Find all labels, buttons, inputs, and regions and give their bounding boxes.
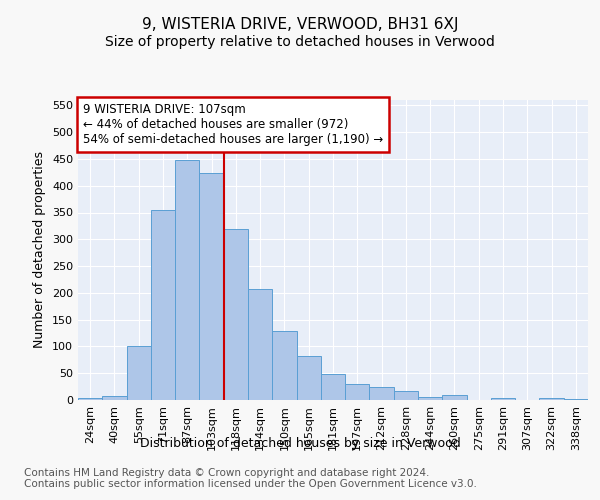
Bar bbox=[491, 398, 515, 400]
Text: 9 WISTERIA DRIVE: 107sqm
← 44% of detached houses are smaller (972)
54% of semi-: 9 WISTERIA DRIVE: 107sqm ← 44% of detach… bbox=[83, 103, 383, 146]
Bar bbox=[442, 394, 467, 400]
Bar bbox=[248, 288, 272, 400]
Bar bbox=[175, 160, 199, 400]
Bar bbox=[296, 356, 321, 400]
Text: 9, WISTERIA DRIVE, VERWOOD, BH31 6XJ: 9, WISTERIA DRIVE, VERWOOD, BH31 6XJ bbox=[142, 18, 458, 32]
Bar bbox=[370, 387, 394, 400]
Bar bbox=[199, 174, 224, 400]
Bar bbox=[564, 399, 588, 400]
Text: Size of property relative to detached houses in Verwood: Size of property relative to detached ho… bbox=[105, 35, 495, 49]
Bar bbox=[127, 346, 151, 400]
Bar bbox=[272, 332, 296, 400]
Text: Contains HM Land Registry data © Crown copyright and database right 2024.
Contai: Contains HM Land Registry data © Crown c… bbox=[24, 468, 477, 489]
Bar bbox=[394, 391, 418, 400]
Text: Distribution of detached houses by size in Verwood: Distribution of detached houses by size … bbox=[140, 438, 460, 450]
Bar bbox=[539, 398, 564, 400]
Bar bbox=[78, 398, 102, 400]
Bar bbox=[345, 384, 370, 400]
Bar bbox=[151, 210, 175, 400]
Bar bbox=[102, 396, 127, 400]
Bar bbox=[224, 228, 248, 400]
Y-axis label: Number of detached properties: Number of detached properties bbox=[34, 152, 46, 348]
Bar bbox=[321, 374, 345, 400]
Bar bbox=[418, 398, 442, 400]
